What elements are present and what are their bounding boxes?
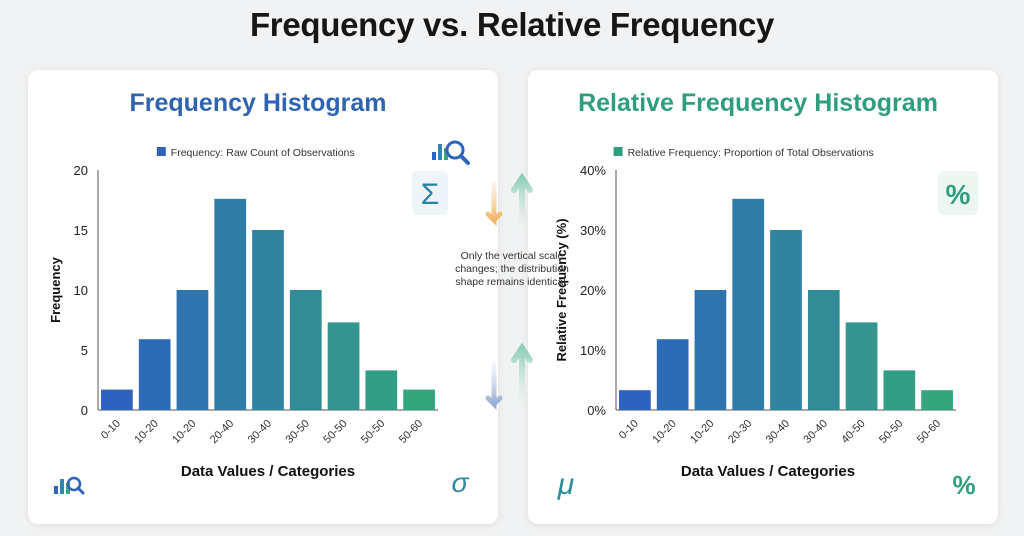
y-tick-label: 20 [74,163,88,178]
x-tick-label: 10-20 [170,418,198,446]
y-tick-label: 40% [580,163,606,178]
y-tick-label: 20% [580,283,606,298]
frequency-histogram-chart: Frequency Histogram Frequency: Raw Count … [48,89,470,498]
x-tick-label: 30-40 [246,418,274,446]
bar [845,322,878,410]
legend-label: Frequency: Raw Count of Observations [171,147,355,159]
x-tick-label: 30-50 [284,418,312,446]
bar [732,198,765,410]
y-tick-label: 0 [81,403,88,418]
x-axis-label: Data Values / Categories [681,463,855,480]
y-axis-label: Frequency [48,256,63,323]
x-tick-label: 50-60 [915,418,943,446]
bar [365,370,398,410]
legend-label: Relative Frequency: Proportion of Total … [628,147,874,159]
frequency-histogram-panel: Frequency Histogram Frequency: Raw Count … [28,70,498,524]
sigma-small-icon: σ [452,467,470,498]
chart-title: Frequency Histogram [129,89,386,117]
bar [883,370,916,410]
bar [327,322,360,410]
x-tick-label: 50-50 [321,418,349,446]
legend-swatch [613,147,623,156]
legend-swatch [156,147,166,156]
x-tick-label: 20-40 [208,418,236,446]
bar [694,290,727,410]
bar [656,339,689,410]
y-axis-label: Relative Frequency (%) [554,218,569,361]
page-title: Frequency vs. Relative Frequency [249,6,775,43]
x-tick-label: 30-40 [802,418,830,446]
x-tick-label: 50-50 [877,418,905,446]
sigma-icon-box [412,171,448,215]
bar [619,390,651,410]
bar [289,290,322,410]
x-tick-label: 0-10 [99,418,123,442]
percent-icon: % [952,470,975,500]
bar [807,290,840,410]
bar-chart-magnifier-icon [432,140,470,165]
arrow-down-icon [485,342,533,411]
x-tick-label: 10-20 [688,418,716,446]
center-note: Only the vertical scale changes; the dis… [455,250,569,288]
relative-frequency-histogram-chart: Relative Frequency Histogram Relative Fre… [554,89,978,501]
percent-icon-box [938,171,978,215]
bar [176,290,209,410]
bar [921,390,953,410]
bar [138,339,171,410]
bar-chart-magnifier-icon [54,476,85,495]
x-tick-label: 10-20 [132,418,160,446]
bar [252,230,284,410]
y-tick-label: 15 [74,223,88,238]
x-tick-label: 50-60 [397,418,425,446]
chart-title: Relative Frequency Histogram [578,89,938,117]
relative-frequency-histogram-panel: Relative Frequency Histogram Relative Fre… [528,70,998,524]
x-tick-label: 30-40 [764,418,792,446]
mu-icon: μ [557,468,574,501]
bar [214,198,247,410]
percent-icon: % [946,179,971,210]
x-tick-label: 20-30 [726,418,754,446]
y-tick-label: 30% [580,223,606,238]
x-tick-label: 10-20 [650,418,678,446]
sigma-icon: Σ [421,178,440,211]
x-tick-label: 40-50 [839,418,867,446]
y-tick-label: 0% [587,403,606,418]
x-tick-label: 0-10 [617,418,641,442]
x-axis-label: Data Values / Categories [181,463,355,480]
bar [770,230,802,410]
arrow-up-icon [485,172,533,233]
y-tick-label: 5 [81,343,88,358]
y-tick-label: 10% [580,343,606,358]
bar [101,389,133,410]
x-tick-label: 50-50 [359,418,387,446]
bar [403,389,435,410]
y-tick-label: 10 [74,283,88,298]
